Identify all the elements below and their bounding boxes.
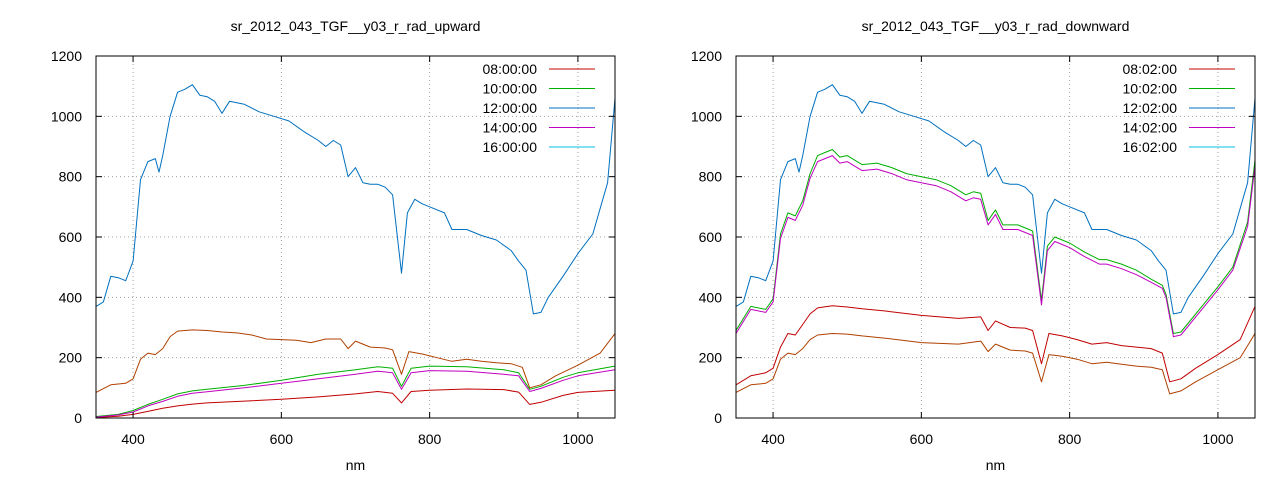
series-line-100200 — [736, 149, 1255, 334]
y-tick-label: 0 — [74, 410, 82, 426]
x-tick-label: 1000 — [562, 431, 593, 447]
legend-label: 12:00:00 — [483, 100, 538, 116]
y-tick-label: 800 — [59, 169, 83, 185]
legend-label: 08:02:00 — [1123, 61, 1178, 77]
y-tick-label: 1000 — [691, 108, 722, 124]
x-tick-label: 600 — [910, 431, 934, 447]
y-tick-label: 200 — [59, 350, 83, 366]
legend-label: 16:02:00 — [1123, 139, 1178, 155]
legend-label: 14:02:00 — [1123, 120, 1178, 136]
chart-downward: sr_2012_043_TGF__y03_r_rad_downward 0 200 4… — [691, 18, 1256, 473]
x-axis-label: nm — [986, 457, 1005, 473]
x-tick-label: 400 — [761, 431, 785, 447]
y-tick-label: 1200 — [51, 48, 82, 64]
legend-label: 08:00:00 — [483, 61, 538, 77]
y-tick-label: 400 — [699, 289, 723, 305]
x-tick-label: 600 — [270, 431, 294, 447]
x-tick-label: 800 — [1058, 431, 1082, 447]
y-tick-label: 200 — [699, 350, 723, 366]
legend-label: 16:00:00 — [483, 139, 538, 155]
legend: 08:00:00 10:00:00 12:00:00 14:00:00 16:00:00 — [483, 61, 595, 155]
series-line-unlabeled-5 — [96, 329, 615, 393]
series-line-140200 — [736, 155, 1255, 338]
series-line-080000 — [96, 388, 615, 418]
legend-label: 10:00:00 — [483, 81, 538, 97]
x-tick-label: 1000 — [1202, 431, 1233, 447]
y-tick-label: 600 — [59, 229, 83, 245]
y-tick-label: 800 — [699, 169, 723, 185]
series-line-080200 — [736, 305, 1255, 386]
plot-frame — [735, 55, 1256, 419]
x-axis-label: nm — [346, 457, 365, 473]
series-line-120000 — [96, 84, 615, 315]
y-tick-label: 400 — [59, 289, 83, 305]
y-tick-label: 1000 — [51, 108, 82, 124]
legend-label: 12:02:00 — [1123, 100, 1178, 116]
plot-area — [736, 84, 1255, 395]
legend-label: 14:00:00 — [483, 120, 538, 136]
series-line-unlabeled-5 — [736, 333, 1255, 395]
chart-title: sr_2012_043_TGF__y03_r_rad_upward — [231, 18, 481, 34]
x-tick-label: 800 — [418, 431, 442, 447]
series-line-120200 — [736, 84, 1255, 315]
y-tick-label: 0 — [714, 410, 722, 426]
x-tick-label: 400 — [121, 431, 145, 447]
chart-title: sr_2012_043_TGF__y03_r_rad_downward — [862, 18, 1130, 34]
legend: 08:02:00 10:02:00 12:02:00 14:02:00 16:02:00 — [1123, 61, 1235, 155]
y-tick-label: 1200 — [691, 48, 722, 64]
series-line-100000 — [96, 365, 615, 417]
series-line-140000 — [96, 369, 615, 418]
legend-label: 10:02:00 — [1123, 81, 1178, 97]
plot-area — [96, 84, 615, 418]
chart-upward: sr_2012_043_TGF__y03_r_rad_upward 0 200 400… — [51, 18, 616, 473]
y-tick-label: 600 — [699, 229, 723, 245]
plot-frame — [95, 55, 616, 419]
